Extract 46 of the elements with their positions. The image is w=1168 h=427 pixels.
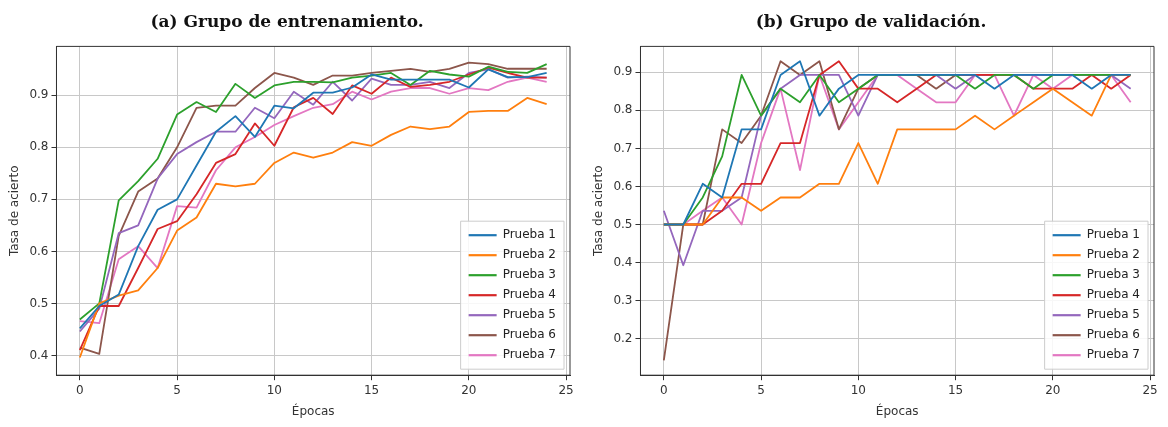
y-tick-label: 0.4 (613, 254, 633, 269)
x-tick-label: 15 (363, 382, 380, 397)
x-tick-label: 20 (1045, 382, 1061, 397)
legend-label: Prueba 4 (1086, 287, 1141, 302)
y-tick-label: 0.6 (29, 243, 49, 258)
legend-label: Prueba 7 (502, 347, 557, 362)
y-tick-label: 0.4 (29, 347, 49, 362)
y-tick-label: 0.5 (29, 295, 49, 310)
y-tick-label: 0.7 (29, 191, 49, 206)
x-tick-label: 0 (76, 382, 84, 397)
legend-label: Prueba 7 (1086, 347, 1141, 362)
y-tick-label: 0.8 (613, 102, 633, 117)
legend-label: Prueba 5 (1086, 307, 1141, 322)
chart-title: (a) Grupo de entrenamiento. (150, 10, 424, 31)
y-tick-label: 0.6 (613, 178, 633, 193)
y-axis-title: Tasa de acierto (7, 165, 22, 258)
x-tick-label: 25 (1142, 382, 1158, 397)
x-tick-label: 15 (947, 382, 964, 397)
legend-label: Prueba 6 (502, 327, 557, 342)
chart-title: (b) Grupo de validación. (755, 10, 987, 31)
y-tick-label: 0.8 (29, 139, 49, 154)
y-tick-label: 0.7 (613, 140, 633, 155)
x-tick-label: 20 (461, 382, 477, 397)
x-tick-label: 25 (558, 382, 574, 397)
y-axis-title: Tasa de acierto (591, 165, 606, 258)
y-tick-label: 0.3 (613, 292, 633, 307)
x-tick-label: 5 (173, 382, 181, 397)
x-tick-label: 5 (757, 382, 765, 397)
legend-label: Prueba 2 (1086, 247, 1141, 262)
legend-label: Prueba 2 (502, 247, 557, 262)
x-tick-label: 10 (266, 382, 282, 397)
legend-label: Prueba 1 (502, 227, 557, 242)
legend-label: Prueba 1 (1086, 227, 1141, 242)
legend-label: Prueba 3 (502, 267, 557, 282)
y-tick-label: 0.9 (613, 64, 633, 79)
y-tick-label: 0.9 (29, 87, 49, 102)
legend-label: Prueba 6 (1086, 327, 1141, 342)
y-tick-label: 0.2 (613, 330, 633, 345)
y-tick-label: 0.5 (613, 216, 633, 231)
x-tick-label: 0 (660, 382, 668, 397)
x-tick-label: 10 (850, 382, 866, 397)
x-axis-title: Épocas (291, 402, 335, 418)
x-axis-title: Épocas (875, 402, 919, 418)
legend-label: Prueba 4 (502, 287, 557, 302)
legend-label: Prueba 3 (1086, 267, 1141, 282)
legend-label: Prueba 5 (502, 307, 557, 322)
